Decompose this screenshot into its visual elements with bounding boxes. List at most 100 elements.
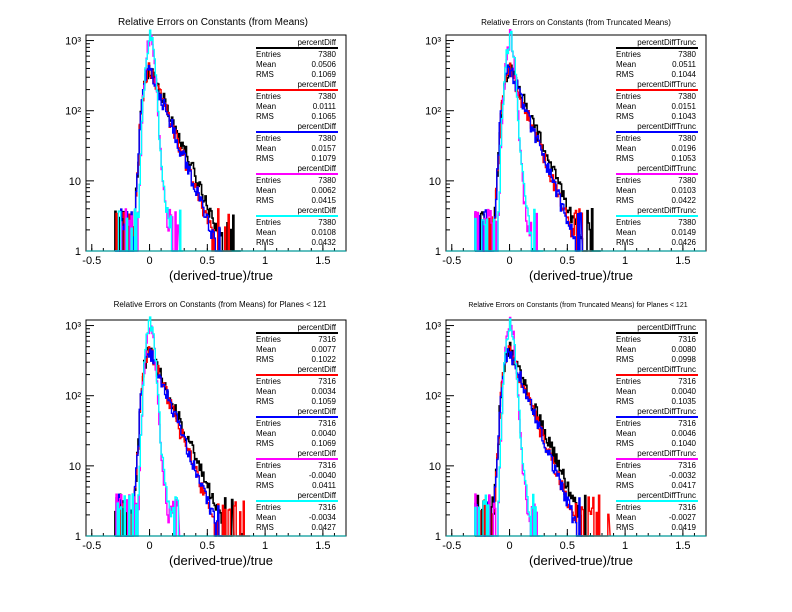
stats-label-rms: RMS (616, 355, 634, 364)
stats-label-entries: Entries (616, 50, 641, 59)
y-tick-label: 10³ (65, 321, 81, 333)
stats-value-mean: 0.0506 (312, 60, 337, 69)
stats-label-entries: Entries (616, 503, 641, 512)
histogram-series-magenta (474, 316, 540, 537)
stats-value-rms: 0.1035 (672, 397, 697, 406)
stats-label-mean: Mean (616, 60, 636, 69)
stats-label-rms: RMS (616, 481, 634, 490)
stats-value-mean: 0.0040 (672, 387, 697, 396)
stats-value-entries: 7316 (318, 419, 336, 428)
stats-label-rms: RMS (256, 439, 274, 448)
histogram-series-black (114, 64, 241, 252)
stats-box-name: percentDiff (297, 122, 336, 131)
stats-value-rms: 0.1044 (672, 70, 697, 79)
chart-title: Relative Errors on Constants (from Trunc… (468, 302, 687, 309)
stats-value-rms: 0.0417 (672, 481, 697, 490)
stats-label-mean: Mean (256, 144, 276, 153)
stats-value-entries: 7316 (678, 503, 696, 512)
stats-label-mean: Mean (616, 471, 636, 480)
x-tick-label: 1 (622, 255, 628, 267)
y-tick-label: 10² (65, 391, 81, 403)
stats-label-rms: RMS (616, 112, 634, 121)
stats-label-mean: Mean (256, 60, 276, 69)
stats-value-rms: 0.1065 (312, 112, 337, 121)
stats-box-name: percentDiffTrunc (637, 449, 696, 458)
stats-value-entries: 7380 (678, 134, 696, 143)
chart-panel: Relative Errors on Constants (from Means… (65, 300, 347, 568)
stats-value-rms: 0.1022 (312, 355, 337, 364)
stats-label-rms: RMS (616, 397, 634, 406)
chart-panel: Relative Errors on Constants (from Means… (65, 17, 347, 283)
x-tick-label: -0.5 (82, 255, 101, 267)
stats-value-mean: 0.0062 (312, 186, 337, 195)
stats-box-name: percentDiff (297, 80, 336, 89)
y-tick-label: 10³ (425, 321, 441, 333)
stats-value-entries: 7380 (678, 50, 696, 59)
x-tick-label: -0.5 (442, 540, 461, 552)
stats-box-name: percentDiffTrunc (637, 38, 696, 47)
stats-label-mean: Mean (256, 387, 276, 396)
stats-value-entries: 7316 (318, 377, 336, 386)
x-tick-label: 0.5 (560, 255, 575, 267)
histogram-series-blue (474, 348, 583, 537)
stats-label-mean: Mean (616, 345, 636, 354)
stats-value-entries: 7316 (678, 335, 696, 344)
stats-label-mean: Mean (616, 513, 636, 522)
stats-value-rms: 0.1040 (672, 439, 697, 448)
x-tick-label: 0 (146, 540, 152, 552)
stats-box-name: percentDiff (297, 38, 336, 47)
stats-value-rms: 0.1059 (312, 397, 337, 406)
stats-label-rms: RMS (256, 112, 274, 121)
stats-value-rms: 0.0427 (312, 523, 337, 532)
stats-value-mean: 0.0034 (312, 387, 337, 396)
stats-label-entries: Entries (616, 461, 641, 470)
y-tick-label: 10³ (425, 36, 441, 48)
stats-value-mean: 0.0108 (312, 228, 337, 237)
stats-label-mean: Mean (616, 102, 636, 111)
stats-label-rms: RMS (256, 154, 274, 163)
stats-value-rms: 0.0426 (672, 238, 697, 247)
x-tick-label: 1 (262, 255, 268, 267)
stats-value-mean: 0.0157 (312, 144, 337, 153)
stats-value-mean: 0.0080 (672, 345, 697, 354)
stats-label-rms: RMS (616, 523, 634, 532)
stats-box-name: percentDiffTrunc (637, 164, 696, 173)
stats-label-entries: Entries (616, 335, 641, 344)
stats-value-rms: 0.0998 (672, 355, 697, 364)
stats-value-mean: 0.0511 (672, 60, 696, 69)
stats-value-entries: 7316 (318, 461, 336, 470)
stats-value-rms: 0.0419 (672, 523, 697, 532)
stats-box-name: percentDiff (297, 164, 336, 173)
stats-label-entries: Entries (256, 377, 281, 386)
stats-value-mean: -0.0034 (309, 513, 337, 522)
stats-label-rms: RMS (256, 481, 274, 490)
stats-label-entries: Entries (256, 176, 281, 185)
stats-label-mean: Mean (616, 144, 636, 153)
stats-value-mean: 0.0040 (312, 429, 337, 438)
stats-value-entries: 7316 (678, 461, 696, 470)
y-tick-label: 1 (435, 246, 441, 258)
stats-box-name: percentDiffTrunc (637, 80, 696, 89)
stats-box-name: percentDiff (297, 365, 336, 374)
x-tick-label: 1.5 (675, 540, 690, 552)
stats-label-mean: Mean (256, 102, 276, 111)
stats-label-entries: Entries (256, 419, 281, 428)
stats-label-rms: RMS (616, 196, 634, 205)
stats-label-entries: Entries (256, 335, 281, 344)
stats-value-mean: -0.0040 (309, 471, 337, 480)
y-tick-label: 1 (75, 246, 81, 258)
x-axis-label: (derived-true)/true (169, 268, 273, 283)
stats-value-entries: 7316 (318, 335, 336, 344)
stats-value-rms: 0.1079 (312, 154, 337, 163)
stats-value-mean: -0.0027 (669, 513, 697, 522)
stats-label-mean: Mean (256, 513, 276, 522)
stats-value-mean: 0.0103 (672, 186, 697, 195)
x-tick-label: -0.5 (442, 255, 461, 267)
stats-label-rms: RMS (616, 154, 634, 163)
stats-label-entries: Entries (616, 92, 641, 101)
chart-title: Relative Errors on Constants (from Means… (114, 300, 327, 309)
stats-value-mean: -0.0032 (669, 471, 697, 480)
stats-value-entries: 7380 (678, 176, 696, 185)
y-tick-label: 10 (429, 461, 441, 473)
